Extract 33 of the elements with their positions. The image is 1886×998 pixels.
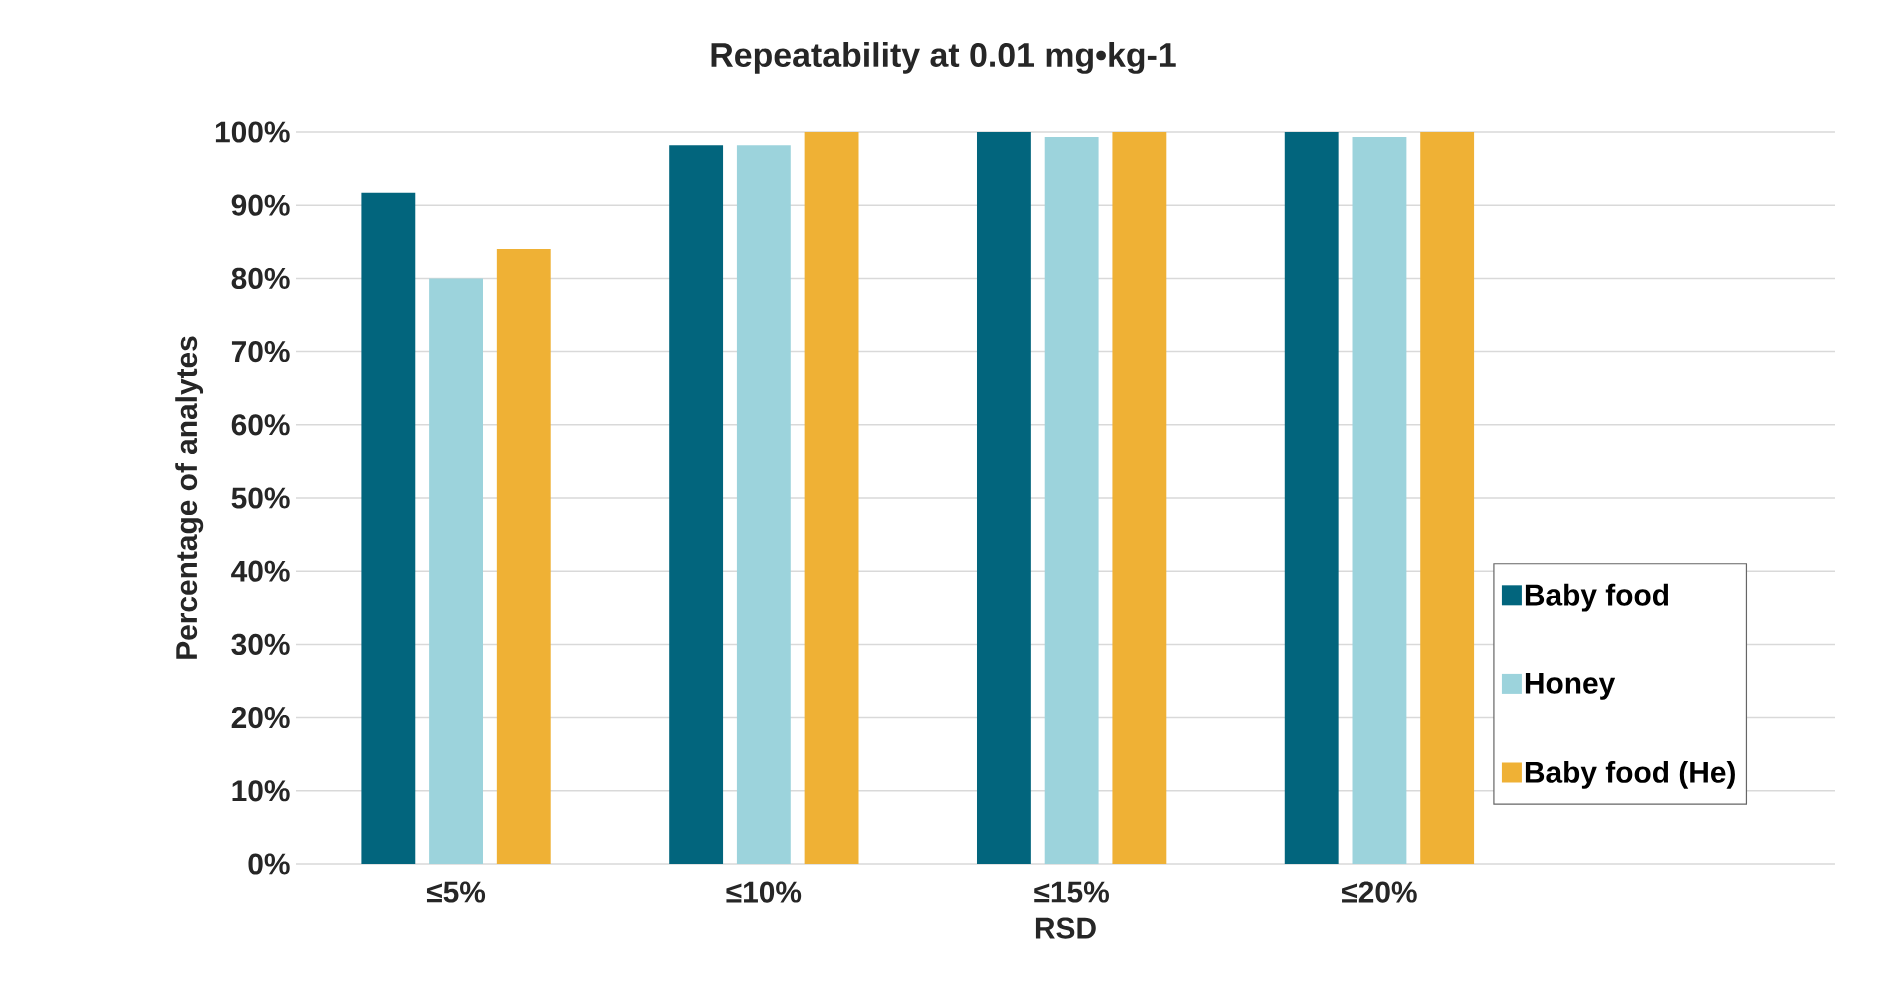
bar: [1112, 131, 1167, 864]
y-axis-title: Percentage of analytes: [175, 336, 204, 659]
bar: [736, 145, 791, 864]
bar: [1044, 137, 1099, 864]
y-tick-label: 40%: [231, 560, 290, 582]
y-tick-label: 60%: [231, 414, 290, 436]
y-tick-label: 100%: [215, 121, 290, 143]
y-tick-label: 80%: [231, 267, 290, 289]
y-tick-label: 20%: [231, 707, 290, 729]
bar: [361, 192, 416, 864]
y-tick-label: 10%: [232, 780, 290, 802]
bar: [1352, 137, 1407, 864]
y-tick-label: 70%: [231, 341, 290, 363]
x-tick-label: ≤15%: [1034, 881, 1109, 903]
bar: [976, 131, 1031, 864]
x-tick-label: ≤5%: [426, 881, 486, 903]
bar: [669, 145, 724, 864]
x-tick-label: ≤10%: [726, 881, 802, 903]
x-axis-title: RSD: [1035, 917, 1096, 939]
y-tick-label: 30%: [231, 633, 290, 655]
legend-label: Baby food (He): [1525, 760, 1735, 789]
y-tick-label: 50%: [231, 487, 290, 509]
x-tick-label: ≤20%: [1342, 881, 1417, 903]
bar: [804, 131, 859, 864]
chart-title: Repeatability at 0.01 mg•kg-1: [711, 42, 1176, 74]
y-tick-label: 90%: [231, 194, 290, 216]
bar: [429, 278, 483, 864]
bar: [1284, 131, 1339, 864]
bar: [1420, 131, 1475, 864]
y-tick-label: 0%: [248, 853, 290, 875]
bar: [496, 249, 551, 864]
legend-label: Baby food: [1525, 583, 1669, 612]
legend-label: Honey: [1525, 672, 1616, 700]
